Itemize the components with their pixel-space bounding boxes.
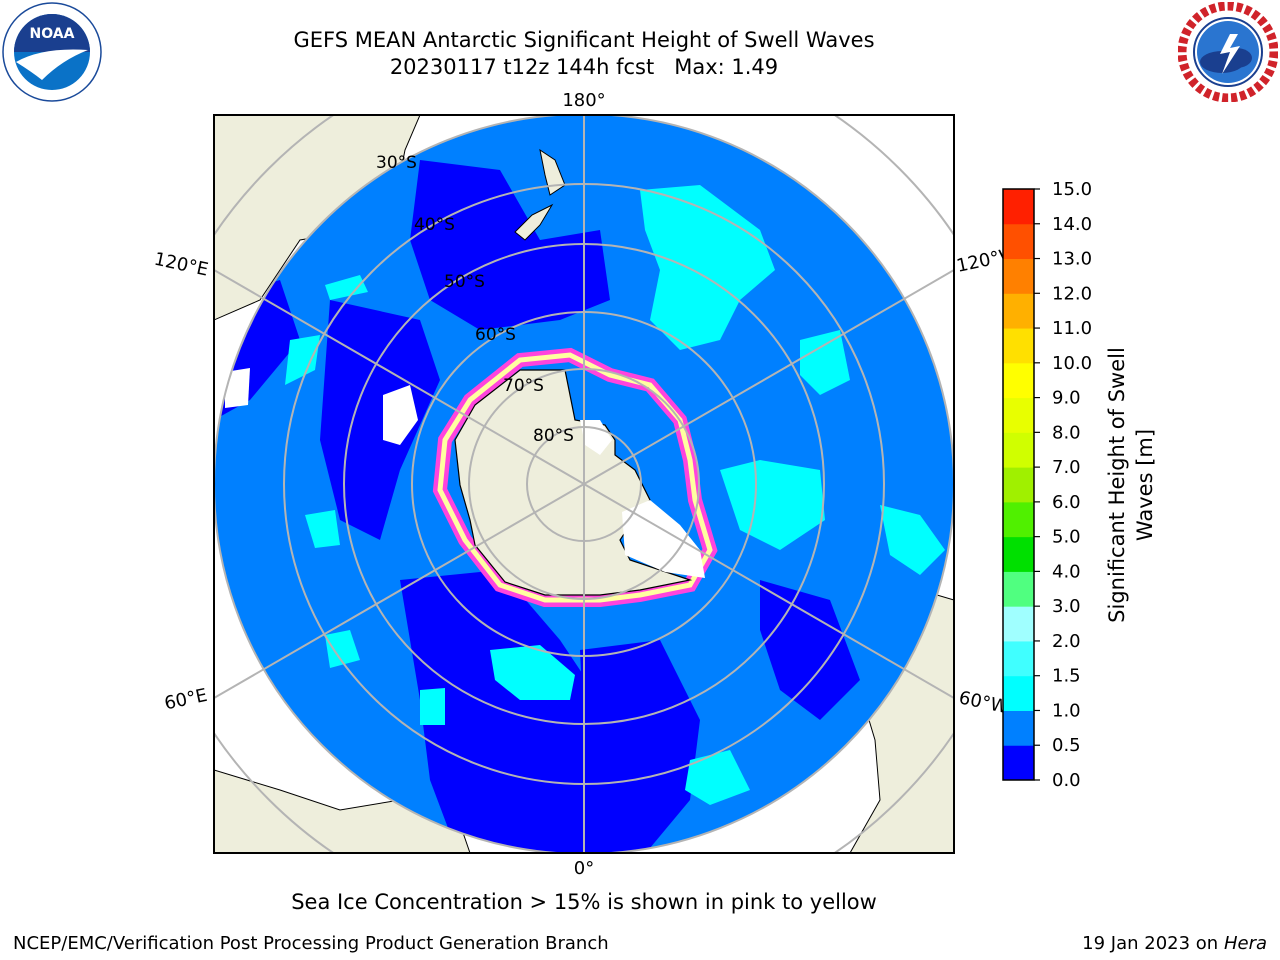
colorbar-tick-label: 5.0 bbox=[1052, 527, 1081, 548]
colorbar-block bbox=[1003, 258, 1034, 294]
colorbar-tick-label: 1.0 bbox=[1052, 700, 1081, 721]
colorbar-block bbox=[1003, 745, 1034, 781]
map-subtitle: 20230117 t12z 144h fcst Max: 1.49 bbox=[389, 55, 779, 79]
colorbar-tick-label: 4.0 bbox=[1052, 561, 1081, 582]
lat-label-70s: 70°S bbox=[503, 376, 544, 396]
noaa-logo-icon: NOAA bbox=[2, 2, 102, 102]
colorbar-tick-label: 11.0 bbox=[1052, 318, 1092, 339]
colorbar-tick-label: 8.0 bbox=[1052, 422, 1081, 443]
lat-label-30s: 30°S bbox=[376, 153, 417, 173]
colorbar-tick-label: 14.0 bbox=[1052, 214, 1092, 235]
lon-label-0: 0° bbox=[574, 858, 594, 879]
colorbar-block bbox=[1003, 432, 1034, 468]
colorbar-block bbox=[1003, 675, 1034, 711]
colorbar-block bbox=[1003, 397, 1034, 433]
colorbar-block bbox=[1003, 362, 1034, 399]
colorbar-block bbox=[1003, 223, 1034, 260]
colorbar-tick-label: 7.0 bbox=[1052, 457, 1081, 478]
colorbar-block bbox=[1003, 640, 1034, 677]
new-zealand-land bbox=[514, 148, 566, 241]
colorbar-block bbox=[1003, 536, 1034, 572]
colorbar-block bbox=[1003, 501, 1034, 538]
colorbar-label-line1: Significant Height of Swell bbox=[1105, 347, 1129, 623]
colorbar-tick-label: 6.0 bbox=[1052, 492, 1081, 513]
lat-label-50s: 50°S bbox=[444, 272, 485, 292]
nws-logo-icon bbox=[1177, 1, 1279, 103]
colorbar-block bbox=[1003, 328, 1034, 364]
colorbar-tick-label: 0.0 bbox=[1052, 770, 1081, 791]
footer-date-text: 19 Jan 2023 on bbox=[1082, 933, 1224, 954]
colorbar-tick-label: 15.0 bbox=[1052, 179, 1092, 200]
colorbar-block bbox=[1003, 571, 1034, 607]
map-title: GEFS MEAN Antarctic Significant Height o… bbox=[293, 28, 875, 52]
noaa-logo-text: NOAA bbox=[30, 26, 75, 42]
colorbar-block bbox=[1003, 189, 1034, 225]
colorbar-tick-label: 3.0 bbox=[1052, 596, 1081, 617]
footer-branch: NCEP/EMC/Verification Post Processing Pr… bbox=[13, 933, 609, 954]
colorbar-tick-label: 9.0 bbox=[1052, 388, 1081, 409]
colorbar-tick-label: 2.0 bbox=[1052, 631, 1081, 652]
sea-ice-note: Sea Ice Concentration > 15% is shown in … bbox=[291, 890, 877, 914]
lat-label-80s: 80°S bbox=[533, 426, 574, 446]
lon-label-180: 180° bbox=[562, 90, 605, 111]
footer-date: 19 Jan 2023 on Hera bbox=[1082, 933, 1267, 954]
colorbar-tick-label: 13.0 bbox=[1052, 249, 1092, 270]
colorbar-block bbox=[1003, 467, 1034, 503]
colorbar-block bbox=[1003, 710, 1034, 746]
footer-host: Hera bbox=[1223, 933, 1267, 954]
colorbar-tick-label: 1.5 bbox=[1052, 666, 1081, 687]
colorbar-tick-label: 0.5 bbox=[1052, 735, 1081, 756]
lat-label-40s: 40°S bbox=[414, 215, 455, 235]
lat-label-60s: 60°S bbox=[475, 325, 516, 345]
colorbar-tick-label: 12.0 bbox=[1052, 283, 1092, 304]
colorbar-block bbox=[1003, 606, 1034, 642]
colorbar-tick-label: 10.0 bbox=[1052, 353, 1092, 374]
colorbar-block bbox=[1003, 293, 1034, 329]
colorbar-label-line2: Waves [m] bbox=[1133, 429, 1157, 541]
